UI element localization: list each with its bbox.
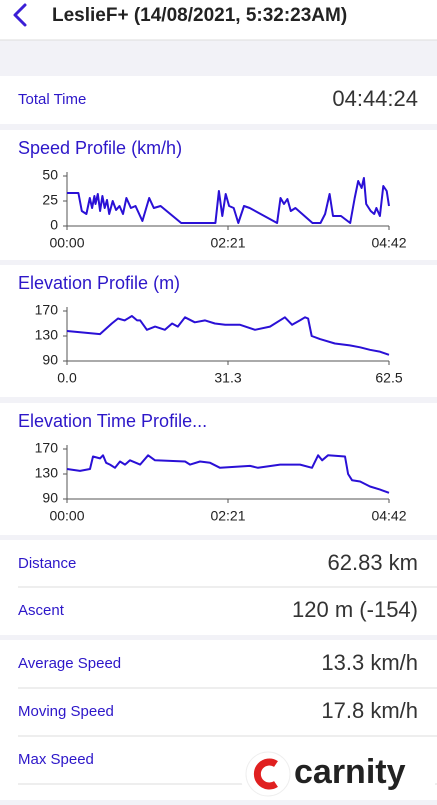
- y-tick-label: 90: [42, 352, 58, 368]
- logo-ring: [245, 751, 291, 797]
- page-title: LeslieF+ (14/08/2021, 5:32:23AM): [52, 5, 347, 26]
- y-tick-label: 50: [42, 167, 58, 183]
- y-tick-label: 170: [35, 440, 59, 456]
- x-tick-label: 02:21: [210, 235, 245, 251]
- x-tick-label: 0.0: [57, 370, 77, 386]
- x-tick-label: 00:00: [49, 508, 84, 524]
- stat-value: 13.3 km/h: [321, 650, 418, 675]
- header-bar: [0, 0, 437, 40]
- y-tick-label: 90: [42, 490, 58, 506]
- x-tick-label: 62.5: [375, 370, 402, 386]
- chart-title: Speed Profile (km/h): [18, 138, 182, 158]
- stat-value: 17.8 km/h: [321, 698, 418, 723]
- logo-icon: [253, 758, 278, 790]
- back-button[interactable]: [13, 3, 27, 27]
- x-tick-label: 00:00: [49, 235, 84, 251]
- watermark: carnity: [240, 748, 437, 800]
- total-time-value: 04:44:24: [332, 86, 418, 111]
- total-time-row: [0, 76, 437, 124]
- watermark-bg: [240, 748, 437, 800]
- stat-label: Average Speed: [18, 655, 121, 672]
- y-tick-label: 130: [35, 327, 59, 343]
- x-tick-label: 02:21: [210, 508, 245, 524]
- stat-label: Moving Speed: [18, 703, 114, 720]
- stat-label: Max Speed: [18, 751, 94, 768]
- y-tick-label: 170: [35, 302, 59, 318]
- y-tick-label: 25: [42, 192, 58, 208]
- stat-value: 62.83 km: [328, 550, 419, 575]
- data-line: [66, 315, 390, 356]
- y-tick-label: 130: [35, 465, 59, 481]
- x-tick-label: 04:42: [371, 235, 406, 251]
- x-tick-label: 04:42: [371, 508, 406, 524]
- total-time-label: Total Time: [18, 91, 86, 108]
- stat-label: Ascent: [18, 602, 65, 619]
- data-line: [67, 177, 390, 224]
- x-tick-label: 31.3: [214, 370, 241, 386]
- stat-value: 120 m (-154): [292, 597, 418, 622]
- watermark-text: carnity: [294, 753, 406, 791]
- chart-title: Elevation Time Profile...: [18, 411, 207, 431]
- data-line: [66, 454, 390, 494]
- chart-title: Elevation Profile (m): [18, 273, 180, 293]
- stat-label: Distance: [18, 555, 76, 572]
- y-tick-label: 0: [50, 217, 58, 233]
